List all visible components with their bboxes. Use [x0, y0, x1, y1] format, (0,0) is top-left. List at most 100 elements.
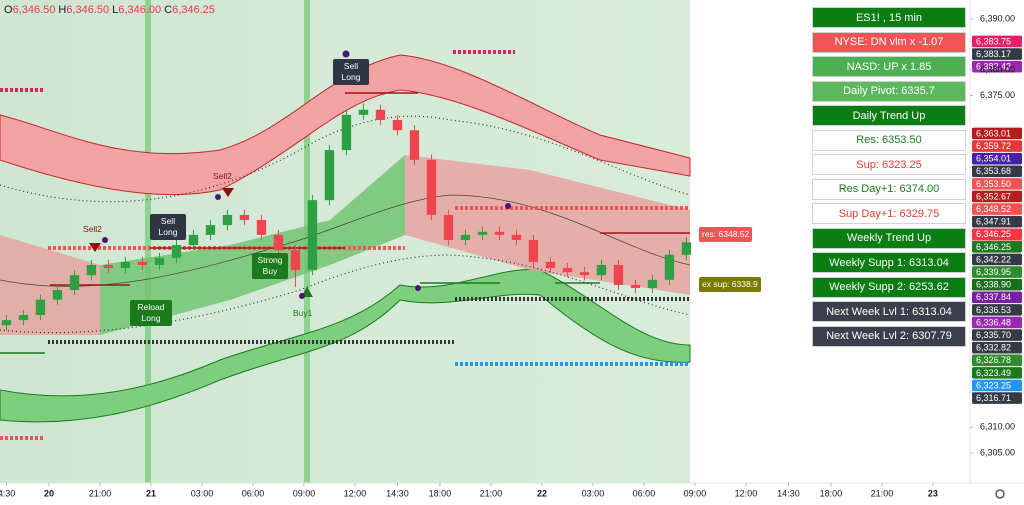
price-tag-label: 6,383.75: [976, 36, 1011, 46]
candle-body: [409, 130, 420, 160]
price-tag-label: 6,336.53: [976, 305, 1011, 315]
x-tick-label: 09:00: [684, 488, 707, 498]
price-tag: [972, 367, 1022, 379]
price-tag: [972, 304, 1022, 316]
candle-body: [103, 264, 114, 269]
info-row: Res Day+1: 6374.00: [812, 178, 966, 200]
candle-body: [596, 264, 607, 276]
candle-body: [222, 214, 233, 226]
candle-body: [477, 231, 488, 235]
x-tick-label: 14:30: [777, 488, 800, 498]
price-tag-label: 6,342.22: [976, 254, 1011, 264]
info-row: NASD: UP x 1.85: [812, 56, 966, 77]
price-tag-label: 6,353.68: [976, 166, 1011, 176]
price-tag: [972, 253, 1022, 266]
x-tick-label: 20: [44, 488, 54, 498]
x-tick-label: 21:00: [89, 488, 112, 498]
x-tick-label: 18:00: [820, 488, 843, 498]
candle-body: [460, 234, 471, 240]
y-tick-label: 6,305.00: [980, 447, 1015, 457]
price-tag: [972, 341, 1022, 354]
price-tag-label: 6,363.01: [976, 128, 1011, 138]
price-tag-label: 6,359.72: [976, 141, 1011, 151]
sell-marker: [222, 188, 234, 197]
candle-body: [52, 290, 63, 300]
signal-dot: [102, 237, 108, 243]
signal-dot: [415, 285, 421, 291]
signal-dot: [505, 203, 511, 209]
y-tick-label: 6,380.00: [980, 64, 1015, 74]
candle-body: [341, 114, 352, 151]
price-tag-label: 6,347.91: [976, 217, 1011, 227]
info-row: Daily Pivot: 6335.7: [812, 80, 966, 102]
price-tag-label: 6,326.78: [976, 355, 1011, 365]
price-tag: [972, 60, 1022, 73]
info-row: Daily Trend Up: [812, 105, 966, 126]
ohlc-header: O6,346.50 H6,346.50 L6,346.00 C6,346.25: [4, 4, 218, 16]
x-tick-label: 09:00: [293, 488, 316, 498]
candle-body: [273, 234, 284, 251]
candle-body: [86, 264, 97, 276]
price-tag: [972, 228, 1022, 241]
x-tick-label: 4:30: [0, 488, 15, 498]
signal-label: Strong Buy: [252, 253, 288, 279]
price-tag: [972, 203, 1022, 215]
mid-line: [0, 194, 691, 287]
info-row: NYSE: DN vlm x -1.07: [812, 31, 966, 53]
price-tag-label: 6,332.82: [976, 343, 1011, 353]
candle-body: [290, 250, 301, 271]
y-tick-label: 6,310.00: [980, 422, 1015, 432]
info-row: Weekly Supp 2: 6253.62: [812, 276, 966, 298]
price-tag: [972, 278, 1022, 291]
price-tag-label: 6,348.52: [976, 204, 1011, 214]
signal-label: Sell2: [213, 171, 232, 181]
info-row: ES1! , 15 min: [812, 7, 966, 28]
info-row: Sup Day+1: 6329.75: [812, 203, 966, 224]
candle-body: [562, 268, 573, 273]
x-tick-label: 14:30: [386, 488, 409, 498]
price-tag-label: 6,339.95: [976, 267, 1011, 277]
price-tag: [972, 291, 1022, 304]
info-row: Res: 6353.50: [812, 129, 966, 151]
settings-icon[interactable]: [995, 489, 1005, 499]
candle-body: [256, 220, 267, 235]
price-tag: [972, 152, 1022, 165]
price-tag: [972, 35, 1022, 48]
x-tick-label: 21:00: [871, 488, 894, 498]
price-tag: [972, 241, 1022, 253]
price-tag-label: 6,323.49: [976, 368, 1011, 378]
candle-body: [443, 214, 454, 240]
ohlc-label: O: [4, 4, 13, 16]
x-tick-label: 22: [537, 488, 547, 498]
candle-body: [511, 234, 522, 240]
price-tag-label: 6,336.48: [976, 317, 1011, 327]
x-tick-label: 03:00: [582, 488, 605, 498]
x-tick-label: 06:00: [242, 488, 265, 498]
info-row: Weekly Supp 1: 6313.04: [812, 252, 966, 273]
price-tag: [972, 48, 1022, 60]
candle-body: [664, 254, 675, 280]
info-row: Sup: 6323.25: [812, 154, 966, 175]
price-tag-label: 6,353.50: [976, 179, 1011, 189]
sell-marker: [89, 243, 101, 252]
price-tag-label: 6,383.17: [976, 49, 1011, 59]
price-tag: [972, 329, 1022, 341]
candle-body: [171, 245, 182, 258]
price-tag-label: 6,335.70: [976, 330, 1011, 340]
signal-dot: [215, 194, 221, 200]
price-tag: [972, 190, 1022, 203]
candle-body: [154, 257, 165, 265]
y-tick-label: 6,390.00: [980, 13, 1015, 23]
ohlc-value: 6,346.00: [118, 4, 162, 16]
signal-dot: [342, 50, 350, 58]
signal-label: Buy1: [293, 308, 313, 318]
info-row: Next Week Lvl 1: 6313.04: [812, 301, 966, 322]
candle-body: [392, 119, 403, 131]
candle-body: [18, 315, 29, 321]
candle-body: [120, 261, 131, 269]
marks: [1, 103, 692, 331]
candle-body: [307, 200, 318, 271]
price-tags: 6,383.75 6,383.17 6,382.42 6,363.01 6,359.72…: [972, 35, 1022, 404]
ohlc-label: H: [58, 4, 67, 16]
